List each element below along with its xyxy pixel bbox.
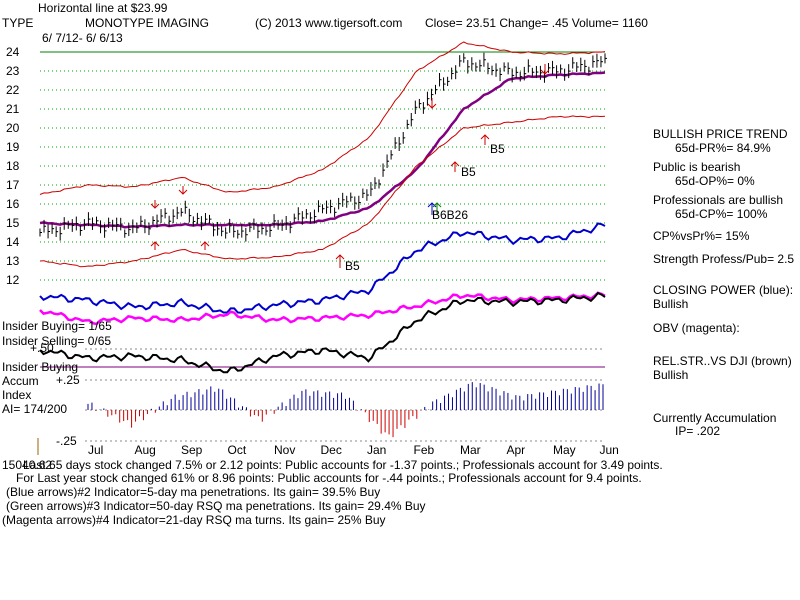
accum-label: Accum bbox=[2, 374, 39, 388]
buy-arrow-green-icon bbox=[432, 202, 442, 215]
price-tick-label: 19 bbox=[6, 140, 20, 154]
price-tick-label: 20 bbox=[6, 121, 20, 135]
price-tick-label: 12 bbox=[6, 273, 20, 287]
buy-arrow-nov-icon bbox=[335, 254, 345, 268]
price-tick-label: 18 bbox=[6, 159, 20, 173]
sell-arrow-aug-icon bbox=[150, 200, 160, 209]
month-tick-label: Mar bbox=[460, 443, 481, 457]
type-label: TYPE bbox=[2, 16, 34, 30]
price-tick-label: 16 bbox=[6, 197, 20, 211]
month-tick-label: Jun bbox=[599, 443, 619, 457]
upper-band-line bbox=[39, 41, 606, 195]
public-title: Public is bearish bbox=[653, 160, 741, 174]
price-tick-label: 23 bbox=[6, 64, 20, 78]
ip-value: IP= .202 bbox=[675, 424, 721, 438]
price-tick-label: 13 bbox=[6, 254, 20, 268]
lower-band-line bbox=[39, 115, 606, 268]
sell-arrow-apr-icon bbox=[540, 64, 550, 75]
footer-line5: (Magenta arrows)#4 Indicator=21-day RSQ … bbox=[2, 513, 386, 527]
price-bars-group bbox=[39, 52, 607, 242]
b26-label: B6B26 bbox=[432, 208, 469, 222]
sell-arrow-aug2-icon bbox=[178, 186, 188, 195]
buy-arrow-feb-icon bbox=[450, 161, 460, 172]
insider-buying-label: Insider Buying= 1/65 bbox=[2, 319, 112, 333]
index-label: Index bbox=[2, 388, 32, 402]
quote-line: Close= 23.51 Change= .45 Volume= 1160 bbox=[425, 16, 648, 30]
footer-line1: Last 65 days stock changed 7.5% or 2.12 … bbox=[23, 458, 663, 472]
obv-line bbox=[39, 291, 606, 326]
closing-power-line bbox=[39, 222, 606, 314]
accum-title: Currently Accumulation bbox=[653, 411, 777, 425]
date-range: 6/ 7/12- 6/ 6/13 bbox=[42, 31, 123, 45]
company-name: MONOTYPE IMAGING bbox=[85, 16, 210, 30]
relstr-label: REL.STR..VS DJI (brown) bbox=[653, 354, 792, 368]
ai-label: AI= 174/200 bbox=[2, 402, 68, 416]
minus25-label: -.25 bbox=[56, 434, 77, 448]
op-value: 65d-OP%= 0% bbox=[675, 174, 755, 188]
footer-line2: For Last year stock changed 61% or 8.96 … bbox=[16, 471, 642, 485]
relative-strength-line bbox=[39, 291, 606, 374]
insider-selling-label: Insider Selling= 0/65 bbox=[2, 334, 112, 348]
prof-title: Professionals are bullish bbox=[653, 193, 784, 207]
trend-title: BULLISH PRICE TREND bbox=[653, 127, 788, 141]
b5-label-nov: B5 bbox=[345, 259, 360, 273]
copyright: (C) 2013 www.tigersoft.com bbox=[255, 16, 403, 30]
closing-power-label: CLOSING POWER (blue): bbox=[653, 283, 794, 297]
accum-bars-group bbox=[87, 382, 604, 438]
relstr-state: Bullish bbox=[653, 368, 689, 382]
footer-overlap: 15040.62 bbox=[2, 458, 53, 472]
horizontal-line-note: Horizontal line at $23.99 bbox=[38, 1, 168, 15]
price-tick-label: 15 bbox=[6, 216, 20, 230]
footer-line3: (Blue arrows)#2 Indicator=5-day ma penet… bbox=[6, 485, 381, 499]
b5-label-feb: B5 bbox=[461, 165, 476, 179]
pr-value: 65d-PR%= 84.9% bbox=[675, 141, 771, 155]
month-tick-label: May bbox=[553, 443, 576, 457]
plus25-label: +.25 bbox=[56, 373, 80, 387]
cpvspr: CP%vsPr%= 15% bbox=[653, 229, 750, 243]
plus50-label: +.50 bbox=[30, 341, 54, 355]
price-tick-label: 17 bbox=[6, 178, 20, 192]
footer-line4: (Green arrows)#3 Indicator=50-day RSQ ma… bbox=[6, 499, 426, 513]
buy-arrow-red-icon bbox=[200, 241, 210, 250]
month-tick-label: Feb bbox=[413, 443, 435, 457]
month-tick-label: Jul bbox=[88, 443, 104, 457]
month-tick-label: Aug bbox=[134, 443, 156, 457]
signal-arrows bbox=[150, 64, 550, 268]
buy-arrow-mar-icon bbox=[480, 134, 490, 145]
price-tick-label: 14 bbox=[6, 235, 20, 249]
month-tick-label: Apr bbox=[506, 443, 526, 457]
strength: Strength Profess/Pub= 2.5 bbox=[653, 252, 795, 266]
buy-arrow-magenta-icon bbox=[150, 241, 160, 250]
closing-power-state: Bullish bbox=[653, 297, 689, 311]
b5-label-mar: B5 bbox=[490, 142, 505, 156]
month-tick-label: Dec bbox=[320, 443, 342, 457]
month-tick-label: Jan bbox=[367, 443, 387, 457]
sell-arrow-feb-icon bbox=[427, 98, 437, 109]
price-gridlines bbox=[40, 51, 605, 281]
month-tick-label: Oct bbox=[227, 443, 247, 457]
price-tick-label: 22 bbox=[6, 83, 20, 97]
obv-label: OBV (magenta): bbox=[653, 321, 740, 335]
insider-buying2-label: Insider Buying bbox=[2, 360, 79, 374]
month-tick-label: Sep bbox=[181, 443, 203, 457]
month-tick-label: Nov bbox=[274, 443, 296, 457]
cp-value: 65d-CP%= 100% bbox=[675, 207, 768, 221]
price-tick-label: 24 bbox=[6, 45, 20, 59]
indicator-lines-group bbox=[39, 222, 606, 374]
price-tick-label: 21 bbox=[6, 102, 20, 116]
